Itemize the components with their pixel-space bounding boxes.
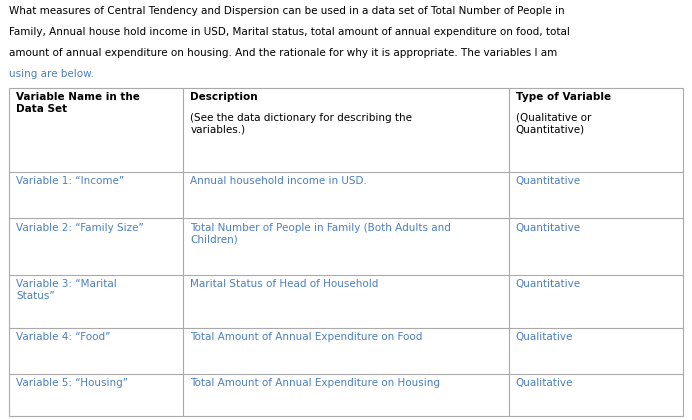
- Text: Marital Status of Head of Household: Marital Status of Head of Household: [190, 279, 379, 289]
- Text: Type of Variable: Type of Variable: [516, 92, 610, 102]
- Text: (See the data dictionary for describing the
variables.): (See the data dictionary for describing …: [190, 113, 412, 134]
- Text: What measures of Central Tendency and Dispersion can be used in a data set of To: What measures of Central Tendency and Di…: [9, 6, 565, 16]
- Text: using are below.: using are below.: [9, 69, 94, 79]
- Text: Total Amount of Annual Expenditure on Food: Total Amount of Annual Expenditure on Fo…: [190, 332, 423, 342]
- Text: Quantitative: Quantitative: [516, 223, 581, 233]
- Text: Variable 2: “Family Size”: Variable 2: “Family Size”: [16, 223, 144, 233]
- Text: Qualitative: Qualitative: [516, 378, 573, 388]
- Text: Variable 4: “Food”: Variable 4: “Food”: [16, 332, 110, 342]
- Text: Description: Description: [190, 92, 258, 102]
- Text: amount of annual expenditure on housing. And the rationale for why it is appropr: amount of annual expenditure on housing.…: [9, 48, 557, 58]
- Text: Quantitative: Quantitative: [516, 279, 581, 289]
- Text: (Qualitative or
Quantitative): (Qualitative or Quantitative): [516, 113, 591, 134]
- Text: Variable 3: “Marital
Status”: Variable 3: “Marital Status”: [16, 279, 117, 301]
- Bar: [9, 88, 683, 416]
- Text: Total Amount of Annual Expenditure on Housing: Total Amount of Annual Expenditure on Ho…: [190, 378, 440, 388]
- Text: Total Number of People in Family (Both Adults and
Children): Total Number of People in Family (Both A…: [190, 223, 451, 244]
- Text: Annual household income in USD.: Annual household income in USD.: [190, 176, 367, 186]
- Text: Qualitative: Qualitative: [516, 332, 573, 342]
- Text: Quantitative: Quantitative: [516, 176, 581, 186]
- Text: Variable 5: “Housing”: Variable 5: “Housing”: [16, 378, 128, 388]
- Text: Family, Annual house hold income in USD, Marital status, total amount of annual : Family, Annual house hold income in USD,…: [9, 27, 570, 37]
- Text: Variable Name in the
Data Set: Variable Name in the Data Set: [16, 92, 140, 114]
- Text: Variable 1: “Income”: Variable 1: “Income”: [16, 176, 124, 186]
